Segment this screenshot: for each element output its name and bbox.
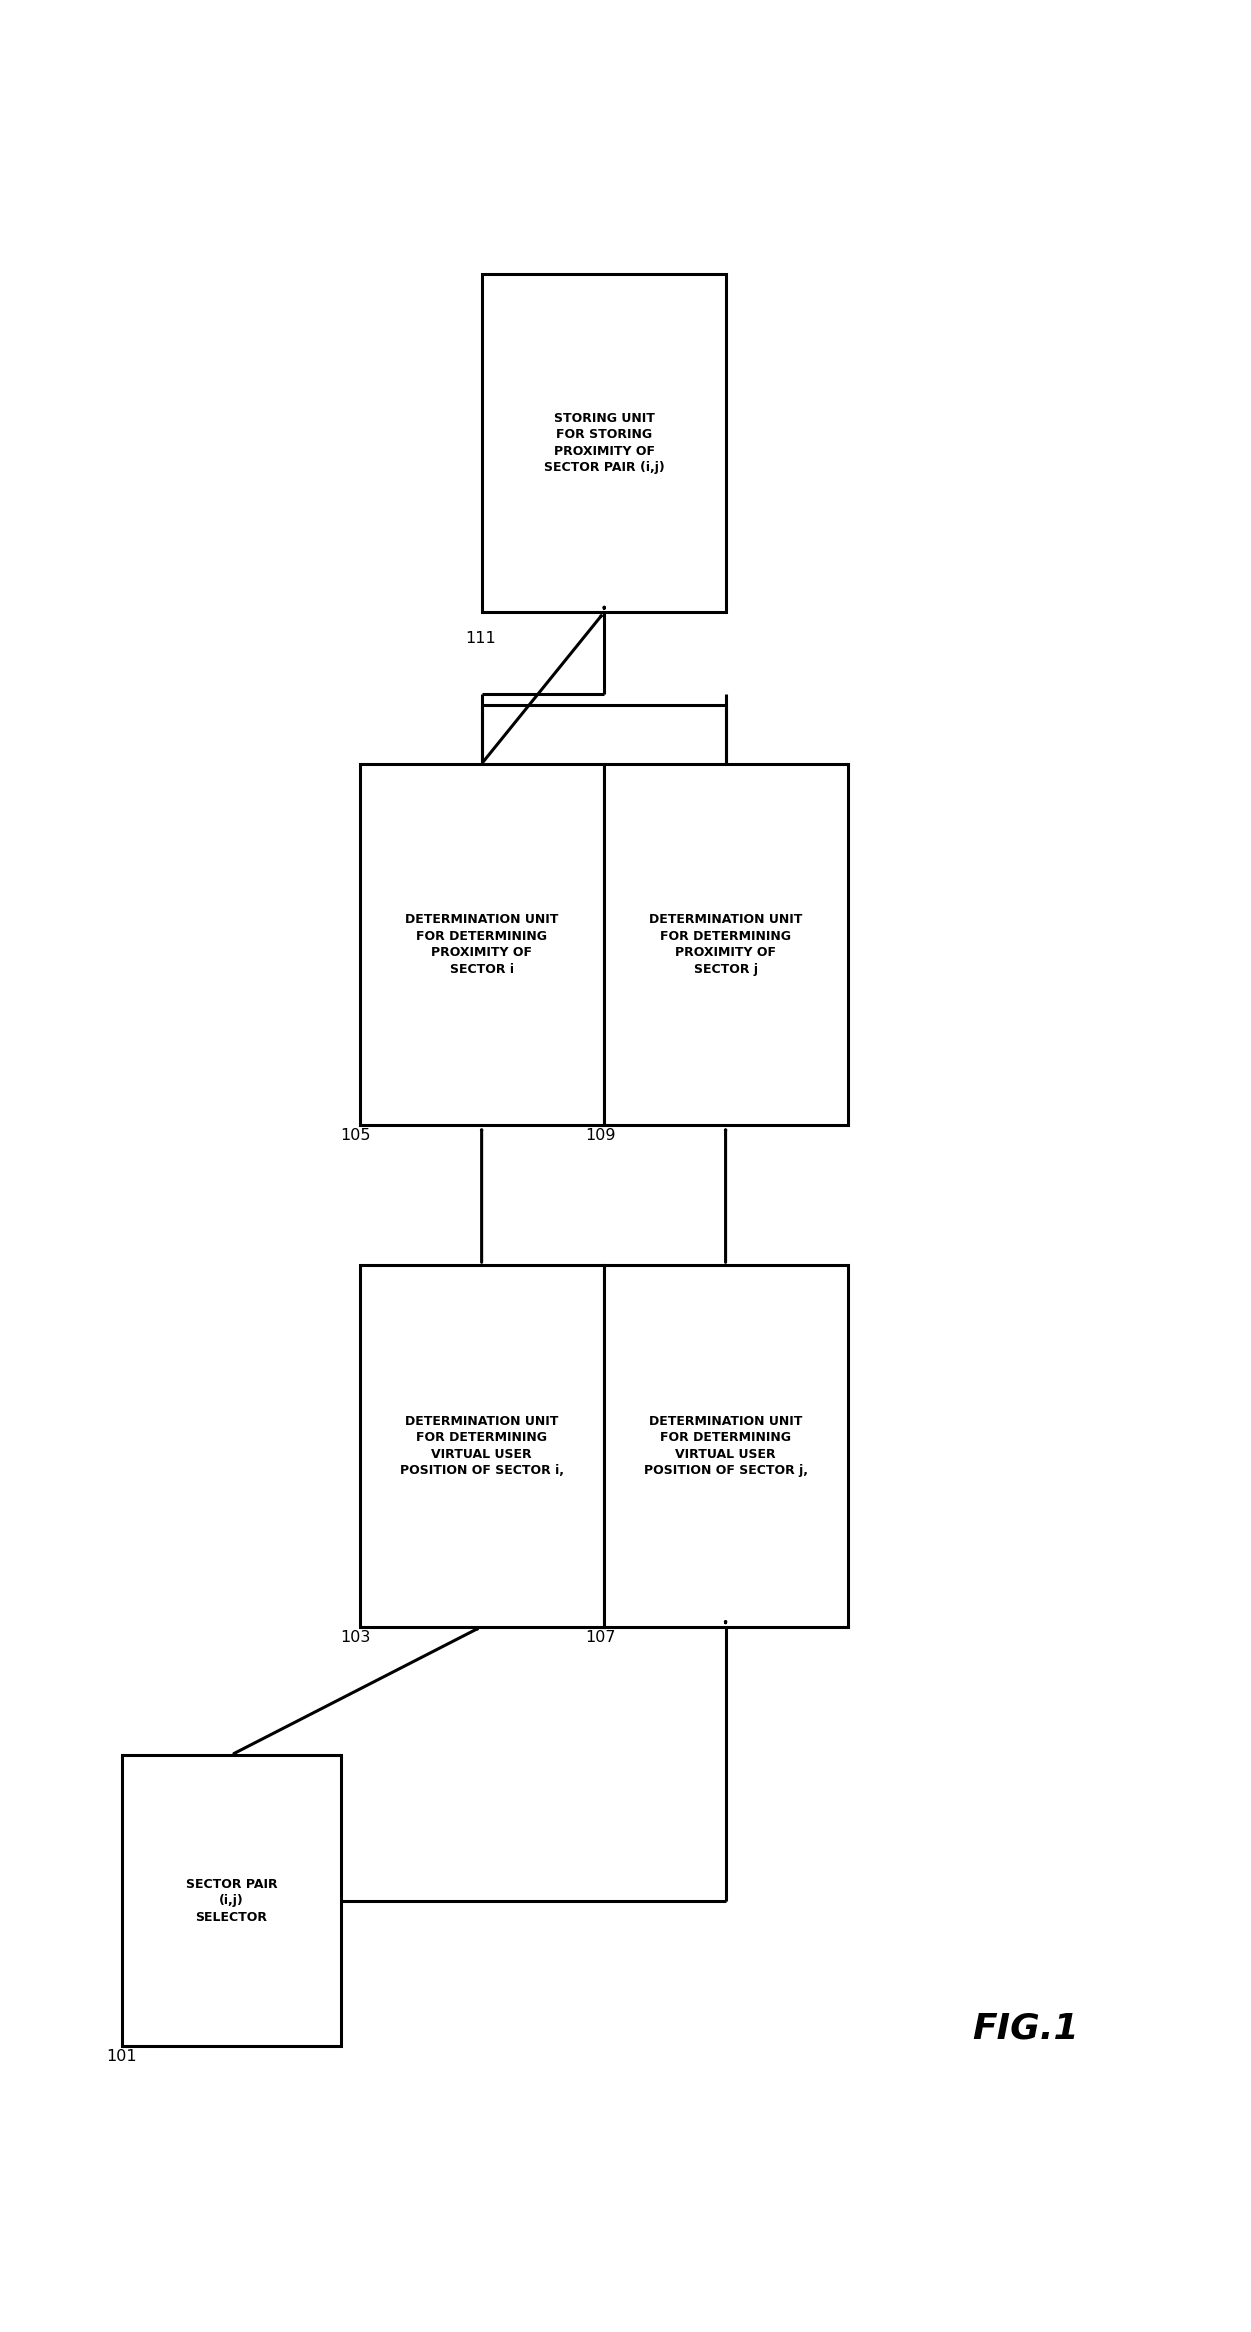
Bar [360,1264,603,1628]
Text: 101: 101 [106,2050,136,2064]
Text: 109: 109 [585,1129,615,1143]
Text: DETERMINATION UNIT
FOR DETERMINING
VIRTUAL USER
POSITION OF SECTOR j,: DETERMINATION UNIT FOR DETERMINING VIRTU… [643,1416,808,1476]
Text: 103: 103 [340,1630,370,1644]
Bar [123,1754,340,2047]
Text: SECTOR PAIR
(i,j)
SELECTOR: SECTOR PAIR (i,j) SELECTOR [185,1877,278,1924]
Text: 111: 111 [465,632,497,646]
Text: STORING UNIT
FOR STORING
PROXIMITY OF
SECTOR PAIR (i,j): STORING UNIT FOR STORING PROXIMITY OF SE… [544,413,664,473]
Text: FIG.1: FIG.1 [972,2013,1080,2045]
Bar [603,765,848,1126]
Bar [482,273,726,611]
Bar [360,765,603,1126]
Text: 107: 107 [585,1630,615,1644]
Bar [603,1264,848,1628]
Text: 105: 105 [340,1129,370,1143]
Text: DETERMINATION UNIT
FOR DETERMINING
VIRTUAL USER
POSITION OF SECTOR i,: DETERMINATION UNIT FOR DETERMINING VIRTU… [399,1416,564,1476]
Text: DETERMINATION UNIT
FOR DETERMINING
PROXIMITY OF
SECTOR j: DETERMINATION UNIT FOR DETERMINING PROXI… [649,914,802,975]
Text: DETERMINATION UNIT
FOR DETERMINING
PROXIMITY OF
SECTOR i: DETERMINATION UNIT FOR DETERMINING PROXI… [405,914,558,975]
